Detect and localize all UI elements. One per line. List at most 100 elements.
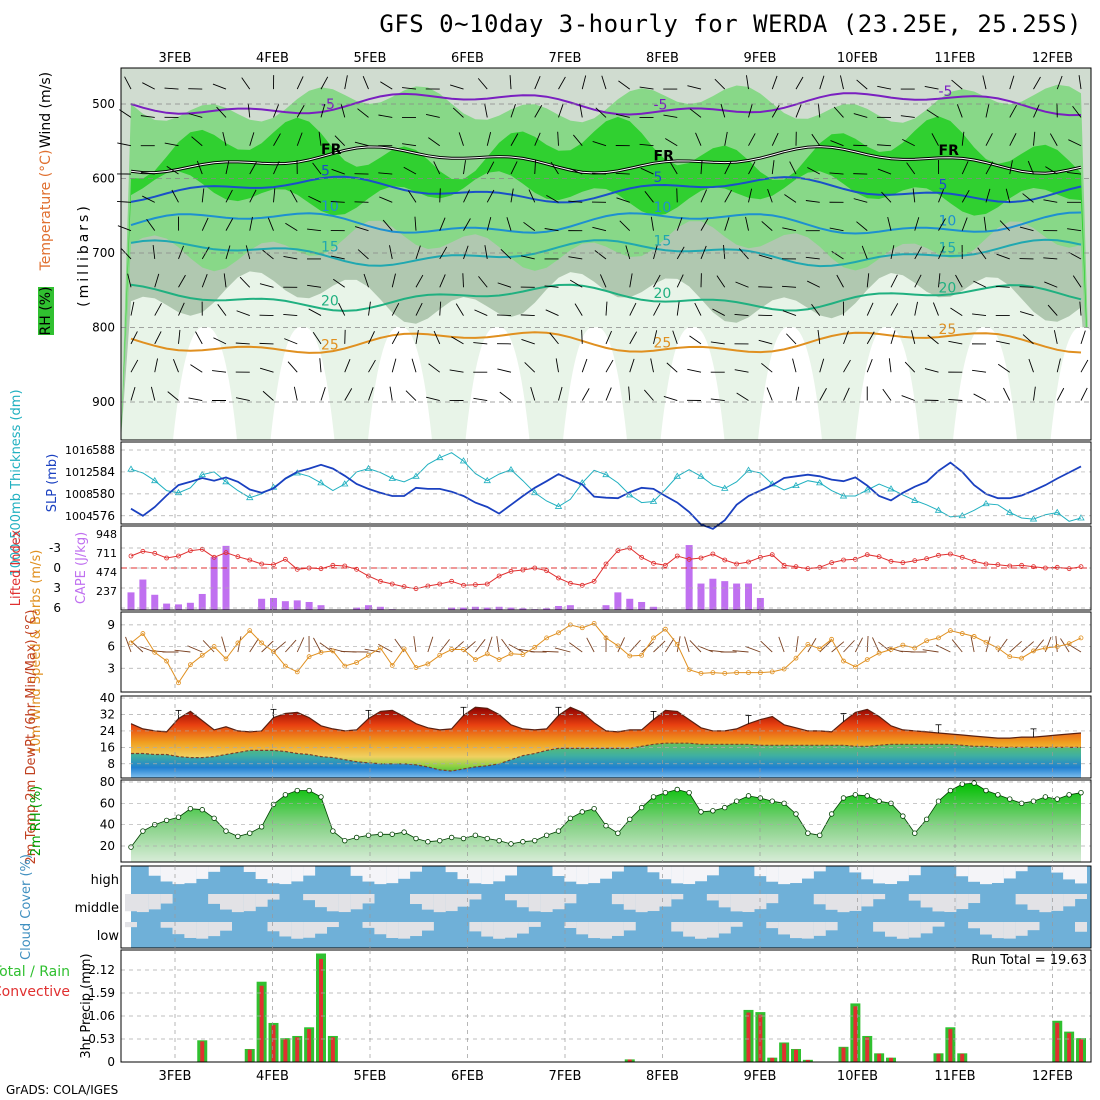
rh-marker [698, 809, 704, 815]
thickness-marker [863, 486, 871, 493]
wind-barb [592, 140, 607, 147]
cloud-cell [588, 922, 601, 939]
wind-barb-10m [807, 638, 817, 653]
wind-barb [334, 135, 346, 147]
wind-barb [902, 139, 915, 147]
wind-barb [1078, 75, 1082, 90]
li-marker [164, 555, 170, 561]
wind-barb [284, 338, 298, 345]
li-marker [259, 561, 265, 567]
wind-barb [283, 256, 298, 260]
rh-marker [128, 844, 134, 850]
dry-column [173, 327, 237, 440]
cloud-cell [255, 894, 268, 907]
wind-barb [1005, 188, 1011, 203]
wind-barb [672, 330, 678, 345]
wind-barb [368, 301, 371, 316]
wind-barb [836, 274, 844, 288]
wind-barb-10m [296, 637, 305, 653]
li-marker [437, 581, 443, 587]
wind-marker [342, 663, 348, 669]
dewpoint-area [131, 743, 1081, 778]
wind-barb [425, 113, 440, 118]
cloud-cell [208, 922, 221, 937]
wind-barb [411, 358, 417, 373]
wind-barb [140, 171, 155, 175]
wind-barb [273, 133, 281, 146]
wind-barb [1080, 330, 1086, 345]
cloud-cell [410, 922, 422, 937]
wind-barb [734, 369, 749, 373]
rh-marker [353, 834, 360, 841]
li-marker [282, 556, 288, 562]
wind-barb [771, 105, 780, 118]
cloud-cell [160, 866, 173, 882]
wind-barb [881, 191, 892, 203]
wind-barb [154, 273, 160, 288]
wind-marker [532, 644, 538, 650]
cloud-cell [386, 922, 399, 939]
wind-barb [748, 133, 756, 146]
wind-barb [510, 188, 514, 203]
cape-bar [163, 603, 171, 610]
wind-barb [544, 285, 559, 288]
wind-barb [912, 188, 916, 203]
li-marker [413, 586, 419, 592]
date-label-top: 4FEB [256, 51, 289, 66]
wind-barb [486, 132, 492, 146]
wind-barb [521, 339, 535, 345]
wind-barb [890, 274, 898, 288]
li-tick: 6 [53, 601, 61, 615]
rh-marker [1007, 796, 1013, 802]
wind-barb [354, 141, 369, 147]
cloud-cell [1063, 866, 1076, 880]
contour-label: 10 [654, 200, 672, 216]
cloud-cell [837, 894, 850, 913]
wind-barb [241, 77, 251, 90]
wind-marker [995, 645, 1001, 651]
wind-barb [273, 188, 276, 203]
wind-marker [484, 651, 490, 657]
wind-barb-10m [732, 650, 749, 653]
cape-bar [638, 601, 646, 610]
thickness-marker [1006, 508, 1014, 515]
wind-marker [876, 650, 882, 656]
cape-bar [127, 592, 135, 610]
rh-marker [413, 835, 419, 842]
cloud-cell [908, 894, 921, 901]
wind-marker [199, 652, 205, 658]
wind-barb [550, 161, 559, 175]
wind-barb [1009, 104, 1017, 118]
cloud-cell [540, 894, 553, 913]
wind-barb [927, 334, 939, 345]
wind-barb [687, 368, 702, 373]
rh-marker [923, 816, 930, 823]
cloud-cell [730, 894, 743, 912]
wind-barb [201, 188, 205, 203]
wind-barb [1028, 358, 1034, 373]
convective-bar [307, 1029, 312, 1062]
wind-barb [259, 367, 274, 373]
wind-barb [746, 75, 749, 90]
cloud-cell [908, 922, 921, 938]
wind-barb [710, 398, 725, 401]
wind-barb [843, 359, 851, 373]
cloud-cell [315, 894, 327, 908]
rh-marker [686, 789, 692, 796]
wind-barb [997, 363, 1011, 373]
thickness-marker [507, 465, 515, 473]
wind-marker [769, 669, 775, 675]
rh-marker [484, 835, 490, 842]
wind-barb [528, 189, 536, 203]
wind-marker [389, 662, 395, 668]
rh-marker [472, 832, 479, 839]
wind-barb [458, 132, 464, 146]
cloud-cell [671, 894, 684, 900]
li-marker [1078, 564, 1084, 570]
wind-barb [1056, 387, 1065, 401]
wind-barb [1072, 275, 1082, 288]
wind-barb [700, 160, 703, 175]
wind-barb [415, 330, 419, 344]
li-marker [769, 552, 775, 558]
date-label-top: 12FEB [1032, 51, 1073, 66]
